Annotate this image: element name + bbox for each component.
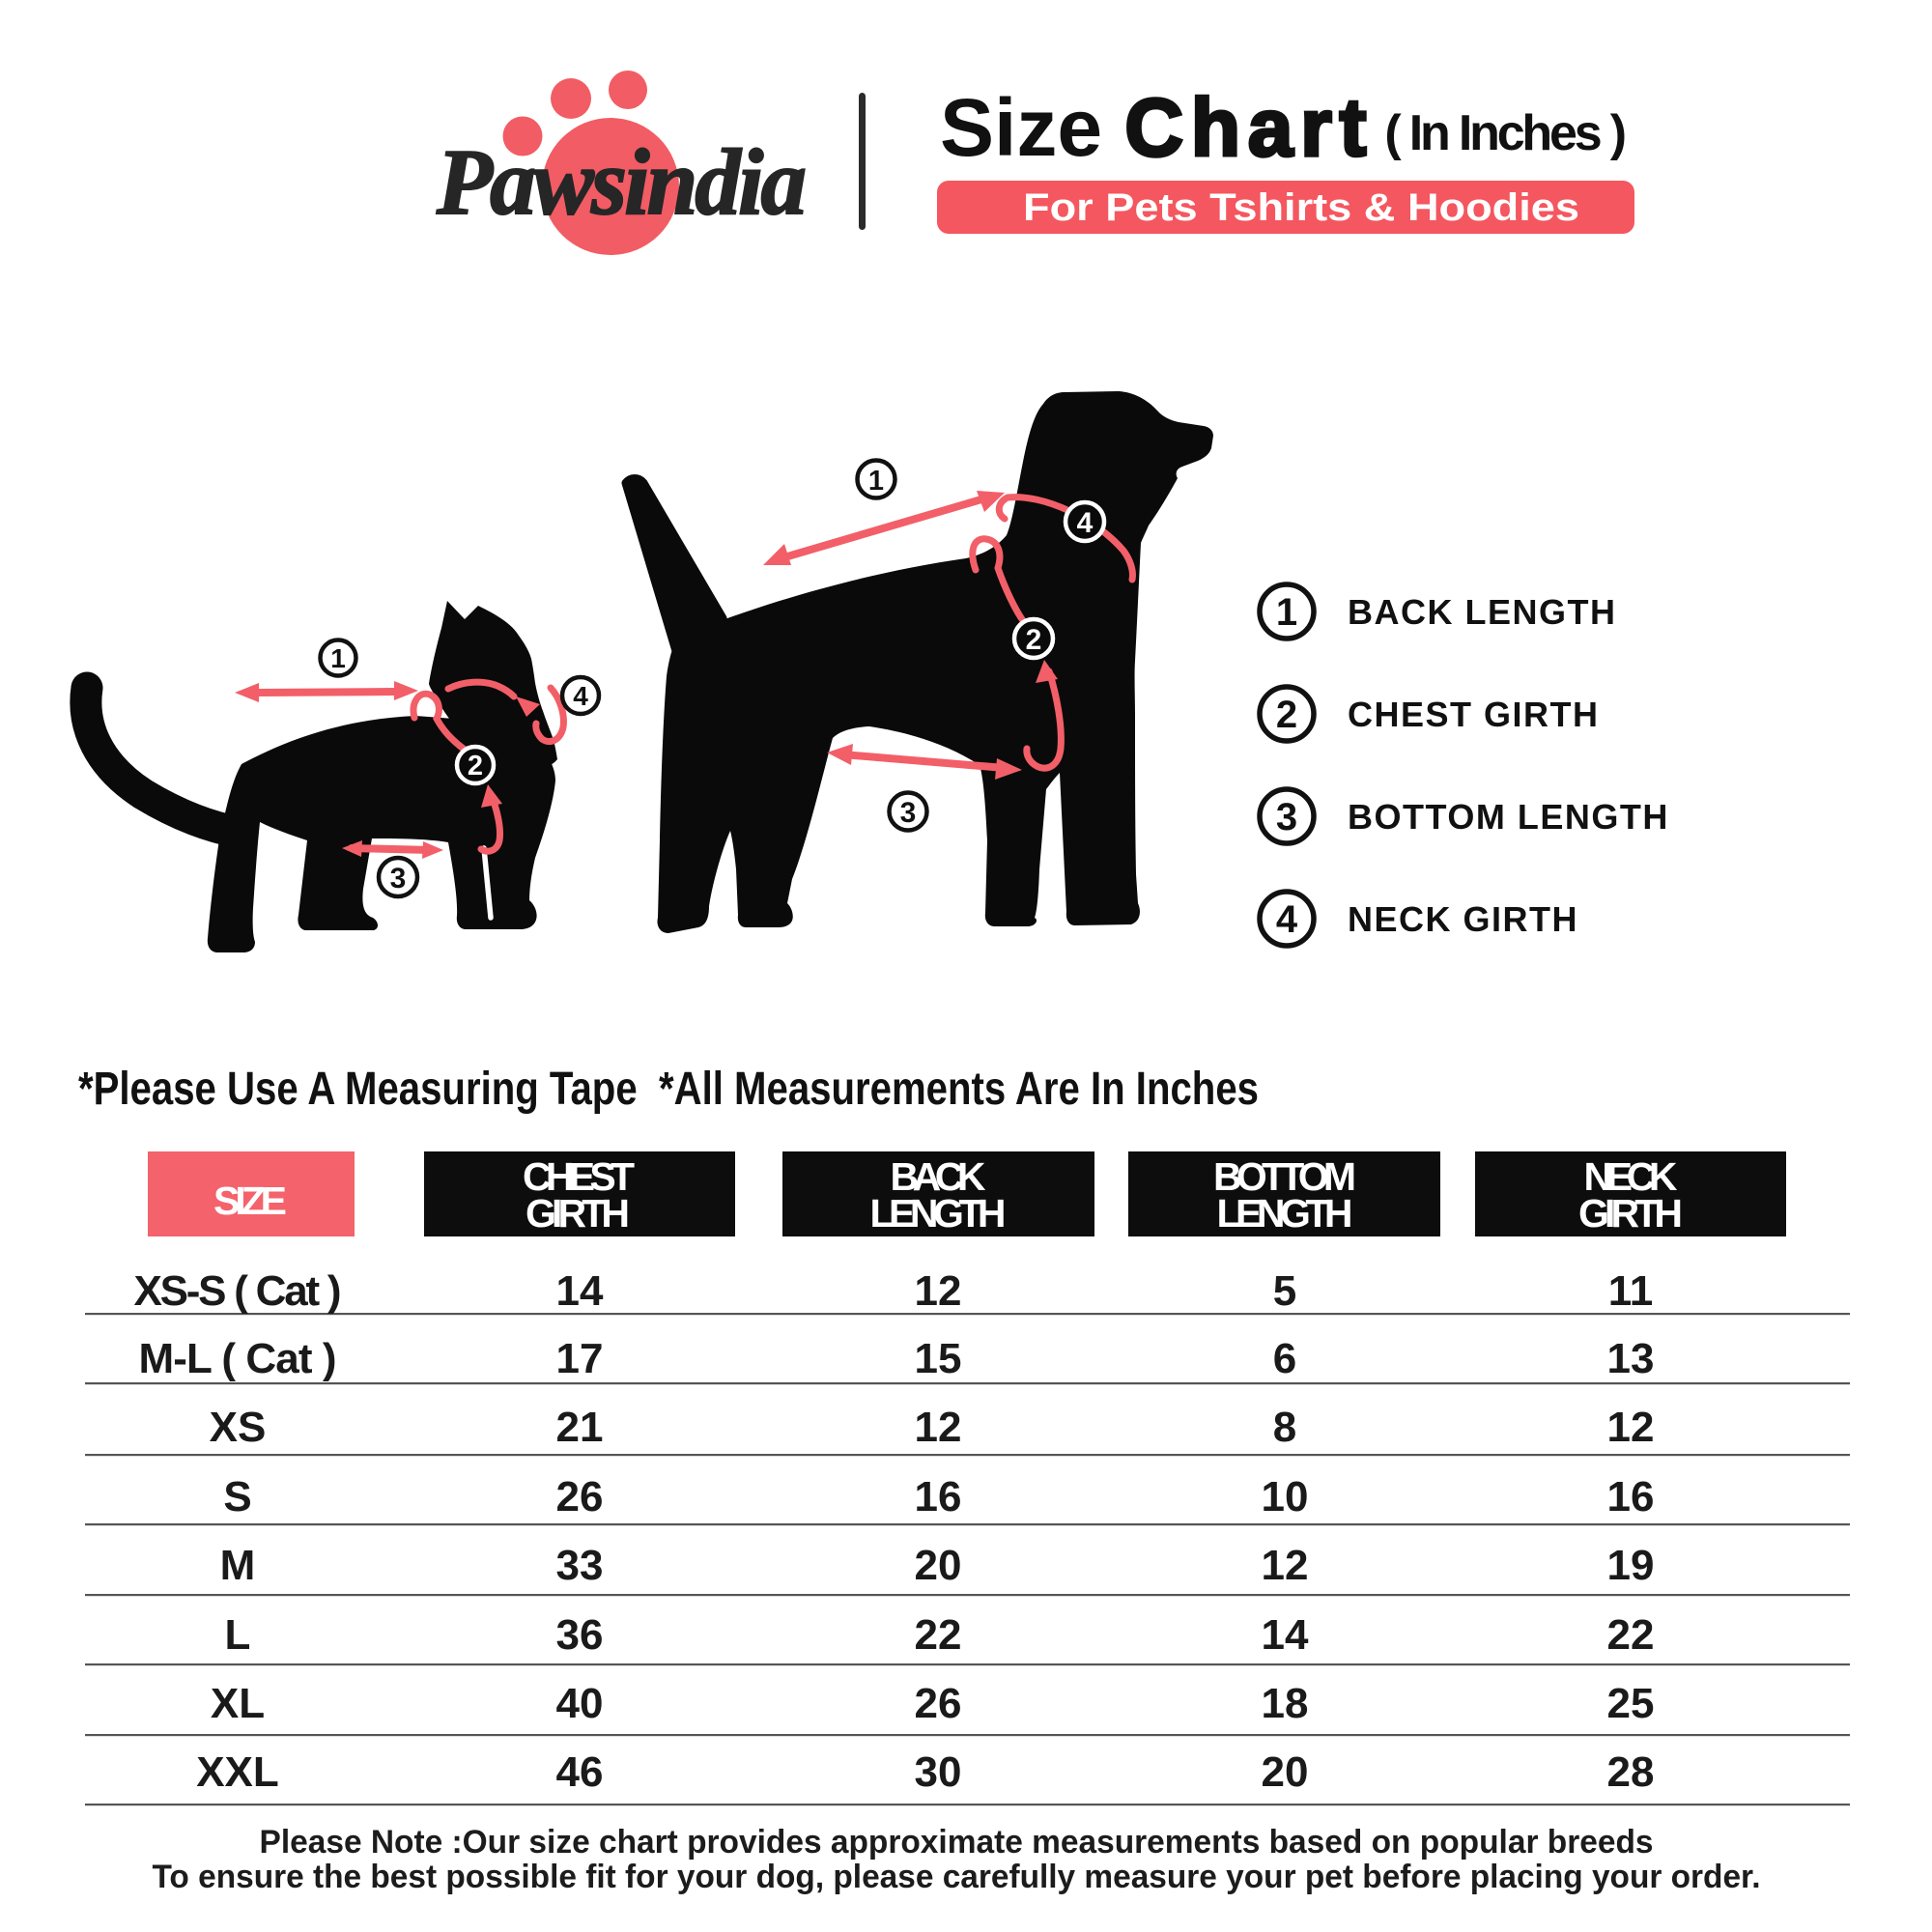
svg-text:30: 30 bbox=[915, 1748, 962, 1796]
svg-text:BACK: BACK bbox=[891, 1154, 986, 1199]
svg-text:12: 12 bbox=[915, 1404, 962, 1451]
svg-text:CHEST: CHEST bbox=[523, 1154, 635, 1199]
svg-text:22: 22 bbox=[915, 1611, 962, 1659]
svg-text:NECK: NECK bbox=[1584, 1154, 1678, 1199]
svg-text:BOTTOM LENGTH: BOTTOM LENGTH bbox=[1348, 797, 1669, 837]
svg-text:XS-S ( Cat ): XS-S ( Cat ) bbox=[134, 1267, 342, 1315]
svg-text:14: 14 bbox=[556, 1267, 604, 1315]
svg-text:M: M bbox=[220, 1542, 256, 1589]
svg-text:NECK GIRTH: NECK GIRTH bbox=[1348, 899, 1578, 939]
svg-text:8: 8 bbox=[1273, 1404, 1296, 1451]
svg-text:15: 15 bbox=[915, 1335, 962, 1382]
svg-text:M-L ( Cat ): M-L ( Cat ) bbox=[139, 1335, 337, 1382]
svg-text:18: 18 bbox=[1262, 1680, 1309, 1727]
svg-text:17: 17 bbox=[556, 1335, 604, 1382]
svg-text:GIRTH: GIRTH bbox=[1578, 1191, 1683, 1236]
svg-text:26: 26 bbox=[556, 1473, 604, 1520]
svg-text:BACK LENGTH: BACK LENGTH bbox=[1348, 592, 1616, 632]
svg-text:28: 28 bbox=[1607, 1748, 1655, 1796]
svg-text:3: 3 bbox=[900, 797, 917, 829]
svg-text:40: 40 bbox=[556, 1680, 604, 1727]
svg-text:BOTTOM: BOTTOM bbox=[1213, 1154, 1356, 1199]
svg-text:LENGTH: LENGTH bbox=[1217, 1191, 1353, 1236]
svg-text:3: 3 bbox=[390, 863, 407, 895]
svg-text:XL: XL bbox=[211, 1680, 265, 1727]
svg-text:6: 6 bbox=[1273, 1335, 1296, 1382]
svg-text:2: 2 bbox=[468, 751, 483, 781]
svg-text:5: 5 bbox=[1273, 1267, 1296, 1315]
svg-text:4: 4 bbox=[1276, 898, 1298, 941]
svg-text:46: 46 bbox=[556, 1748, 604, 1796]
svg-text:26: 26 bbox=[915, 1680, 962, 1727]
svg-text:For Pets Tshirts & Hoodies: For Pets Tshirts & Hoodies bbox=[1023, 186, 1579, 229]
svg-text:XXL: XXL bbox=[196, 1748, 279, 1796]
svg-text:4: 4 bbox=[1077, 507, 1094, 539]
svg-text:20: 20 bbox=[915, 1542, 962, 1589]
svg-text:3: 3 bbox=[1276, 796, 1297, 838]
svg-text:36: 36 bbox=[556, 1611, 604, 1659]
svg-text:1: 1 bbox=[1276, 591, 1297, 634]
svg-text:33: 33 bbox=[556, 1542, 604, 1589]
svg-text:1: 1 bbox=[330, 643, 346, 673]
svg-text:22: 22 bbox=[1607, 1611, 1655, 1659]
svg-text:2: 2 bbox=[1276, 694, 1297, 736]
svg-text:12: 12 bbox=[1607, 1404, 1655, 1451]
svg-text:CHEST GIRTH: CHEST GIRTH bbox=[1348, 695, 1600, 734]
svg-text:25: 25 bbox=[1607, 1680, 1655, 1727]
svg-text:GIRTH: GIRTH bbox=[526, 1191, 630, 1236]
svg-text:19: 19 bbox=[1607, 1542, 1655, 1589]
svg-text:L: L bbox=[225, 1611, 251, 1659]
svg-text:16: 16 bbox=[1607, 1473, 1655, 1520]
svg-text:XS: XS bbox=[210, 1404, 267, 1451]
svg-text:Please Note :Our size chart pr: Please Note :Our size chart provides app… bbox=[260, 1824, 1654, 1861]
svg-text:12: 12 bbox=[1262, 1542, 1309, 1589]
svg-text:20: 20 bbox=[1262, 1748, 1309, 1796]
svg-text:LENGTH: LENGTH bbox=[870, 1191, 1007, 1236]
svg-text:4: 4 bbox=[573, 681, 588, 711]
svg-text:11: 11 bbox=[1608, 1267, 1654, 1315]
svg-text:16: 16 bbox=[915, 1473, 962, 1520]
svg-text:Pawsindia: Pawsindia bbox=[436, 130, 805, 235]
svg-text:13: 13 bbox=[1607, 1335, 1655, 1382]
svg-text:SIZE: SIZE bbox=[213, 1179, 287, 1223]
svg-text:21: 21 bbox=[556, 1404, 604, 1451]
svg-text:To ensure the best possible fi: To ensure the best possible fit for your… bbox=[153, 1859, 1761, 1895]
svg-text:14: 14 bbox=[1262, 1611, 1309, 1659]
svg-text:10: 10 bbox=[1262, 1473, 1309, 1520]
svg-text:Size Chart ( In Inches ): Size Chart ( In Inches ) bbox=[940, 82, 1627, 173]
svg-text:12: 12 bbox=[915, 1267, 962, 1315]
svg-text:2: 2 bbox=[1026, 624, 1042, 656]
svg-text:S: S bbox=[223, 1473, 251, 1520]
svg-text:*Please Use A Measuring Tape: *Please Use A Measuring Tape *All Measur… bbox=[78, 1064, 1259, 1115]
svg-text:1: 1 bbox=[868, 466, 884, 497]
